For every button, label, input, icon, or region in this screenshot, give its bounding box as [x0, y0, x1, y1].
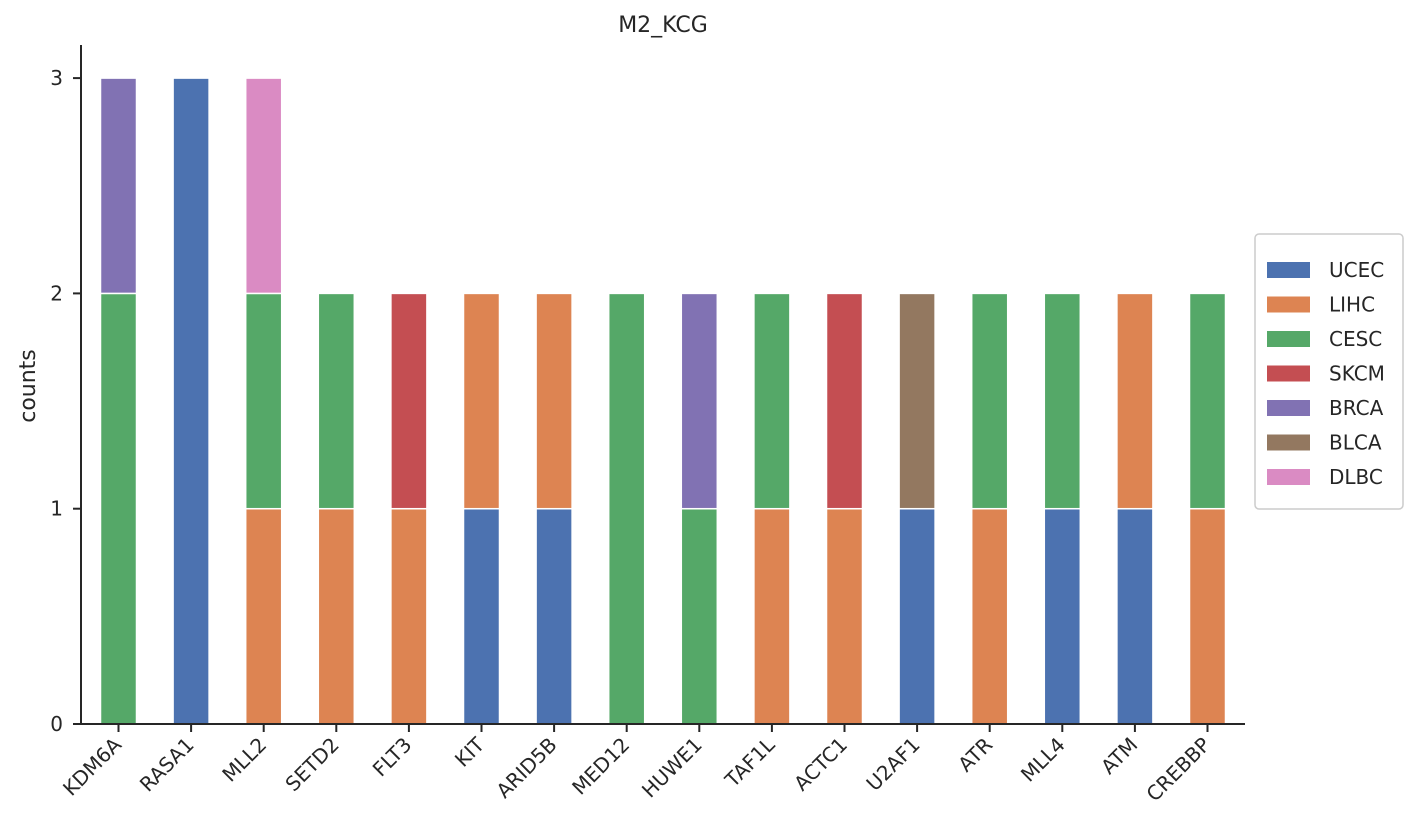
legend-swatch-blca	[1267, 434, 1310, 451]
legend-swatch-dlbc	[1267, 469, 1310, 485]
legend-label-dlbc: DLBC	[1329, 465, 1383, 489]
bar-u2af1-ucec	[898, 507, 936, 725]
x-tick-label: U2AF1	[862, 733, 925, 796]
bar-taf1l-cesc	[753, 292, 791, 510]
bar-atr-cesc	[970, 292, 1009, 510]
bar-atr-lihc	[970, 507, 1009, 725]
x-tick-label: MED12	[567, 733, 634, 800]
x-tick-label: SETD2	[280, 733, 343, 796]
bar-mll2-dlbc	[244, 77, 283, 295]
bar-crebbp-cesc	[1188, 292, 1227, 510]
x-tick-label: ARID5B	[491, 733, 561, 803]
bar-flt3-skcm	[390, 292, 428, 510]
y-tick-label: 0	[50, 712, 63, 736]
bar-arid5b-ucec	[535, 507, 573, 725]
y-tick-label: 3	[50, 66, 63, 90]
legend-swatch-brca	[1267, 400, 1310, 416]
legend-swatch-skcm	[1267, 365, 1310, 382]
x-tick-label: RASA1	[135, 733, 199, 797]
y-tick-label: 1	[50, 497, 63, 521]
legend-label-brca: BRCA	[1329, 396, 1384, 420]
bar-mll4-ucec	[1043, 507, 1082, 725]
legend-swatch-lihc	[1267, 296, 1310, 313]
bars-group	[99, 77, 1227, 725]
x-tick-label: TAF1L	[720, 732, 781, 793]
bar-huwe1-cesc	[680, 507, 719, 725]
legend-label-skcm: SKCM	[1329, 362, 1385, 386]
x-tick-label: KDM6A	[58, 732, 126, 800]
legend-swatch-cesc	[1267, 331, 1310, 347]
bar-kdm6a-brca	[99, 77, 138, 295]
y-tick-label: 2	[50, 281, 63, 305]
x-tick-label: ACTC1	[789, 733, 852, 796]
x-tick-label: ATM	[1096, 733, 1142, 779]
bar-setd2-cesc	[317, 292, 356, 510]
bar-taf1l-lihc	[753, 507, 791, 725]
x-ticks-group: KDM6A RASA1 MLL2 SETD2 FLT3 KIT ARID5B MED12 HUW…	[58, 724, 1215, 806]
bar-actc1-skcm	[825, 292, 864, 510]
bar-arid5b-lihc	[535, 292, 573, 510]
x-tick-label: ATR	[953, 732, 997, 776]
bar-setd2-lihc	[317, 507, 356, 725]
legend-swatch-ucec	[1267, 262, 1310, 278]
y-ticks-group: 0 1 2 3	[50, 66, 81, 736]
bar-kdm6a-cesc	[99, 292, 138, 725]
bar-kit-lihc	[462, 292, 501, 510]
bar-mll2-lihc	[244, 507, 283, 725]
bar-flt3-lihc	[390, 507, 428, 725]
bar-actc1-lihc	[825, 507, 864, 725]
bar-kit-ucec	[462, 507, 501, 725]
legend-label-lihc: LIHC	[1329, 293, 1375, 317]
bar-crebbp-lihc	[1188, 507, 1227, 725]
x-tick-label: HUWE1	[637, 733, 707, 803]
x-tick-label: FLT3	[368, 733, 417, 782]
x-tick-label: MLL2	[217, 733, 271, 787]
bar-mll4-cesc	[1043, 292, 1082, 510]
x-tick-label: CREBBP	[1141, 733, 1215, 807]
legend-label-cesc: CESC	[1329, 327, 1382, 351]
axes-group	[80, 45, 1245, 725]
bar-atm-lihc	[1116, 292, 1154, 510]
bar-huwe1-brca	[680, 292, 719, 510]
bar-rasa1-ucec	[172, 77, 210, 725]
bar-mll2-cesc	[244, 292, 283, 510]
x-tick-label: MLL4	[1016, 733, 1070, 787]
legend-label-ucec: UCEC	[1329, 258, 1384, 282]
legend: UCEC LIHC CESC SKCM BRCA BLCA DLBC	[1254, 233, 1404, 510]
legend-label-blca: BLCA	[1329, 431, 1382, 455]
chart-title: M2_KCG	[618, 13, 708, 38]
x-tick-label: KIT	[450, 732, 490, 772]
y-axis-label: counts	[16, 349, 41, 423]
bar-med12-cesc	[607, 292, 646, 725]
bar-u2af1-blca	[898, 292, 936, 510]
bar-atm-ucec	[1116, 507, 1154, 725]
